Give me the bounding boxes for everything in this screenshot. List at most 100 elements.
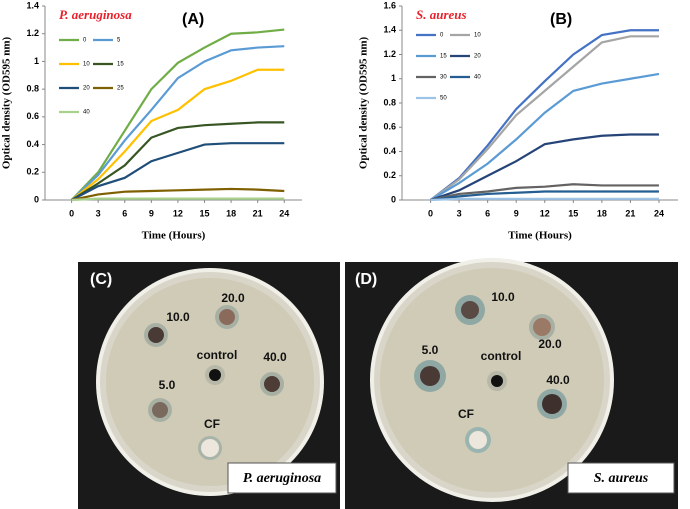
well <box>420 366 440 386</box>
y-tick-label: 1.4 <box>383 25 396 35</box>
legend-label: 10 <box>83 62 90 68</box>
x-tick-label: 18 <box>597 208 607 218</box>
well <box>533 318 551 336</box>
x-axis-title: Time (Hours) <box>508 230 572 242</box>
well-label: 10.0 <box>491 290 515 304</box>
series-line <box>430 133 659 202</box>
legend-label: 25 <box>117 86 124 92</box>
well-label: CF <box>204 417 220 431</box>
well <box>148 327 164 343</box>
series-line <box>71 187 285 202</box>
x-tick-label: 15 <box>200 208 210 218</box>
organism-label: S. aureus <box>594 471 649 486</box>
organism-label: P. aeruginosa <box>243 471 321 486</box>
legend-label: 40 <box>474 75 481 81</box>
well <box>461 301 479 319</box>
label-box <box>227 462 337 494</box>
series-line <box>430 197 659 202</box>
y-tick-label: 0.2 <box>26 167 39 177</box>
well-label: 20.0 <box>221 291 245 305</box>
legend-label: 30 <box>440 75 447 81</box>
series-line <box>430 183 659 202</box>
well-label: 5.0 <box>422 343 439 357</box>
well-label: 40.0 <box>263 350 287 364</box>
y-tick-label: 0.4 <box>26 139 39 149</box>
x-tick-label: 3 <box>457 208 462 218</box>
y-tick-label: 0.6 <box>26 111 39 121</box>
series-line <box>70 28 285 201</box>
x-tick-label: 15 <box>568 208 578 218</box>
well <box>152 402 168 418</box>
photo-c: (C) 10.0 20.0 control 40.0 5.0 CF P. aer… <box>78 262 340 509</box>
well <box>201 439 219 457</box>
y-tick-label: 1 <box>391 73 396 83</box>
y-axis-title: Optical density (OD595 nm) <box>358 37 370 170</box>
legend-label: 50 <box>440 96 447 102</box>
panel-label: (A) <box>182 11 204 28</box>
panel-label: (B) <box>550 11 572 28</box>
y-tick-label: 1.4 <box>26 0 39 10</box>
y-tick-label: 1.6 <box>383 0 396 10</box>
legend-label: 5 <box>117 38 121 44</box>
y-tick-label: 0 <box>391 194 396 204</box>
series-line <box>71 142 285 201</box>
legend-label: 20 <box>83 86 90 92</box>
y-tick-label: 0 <box>34 194 39 204</box>
x-tick-label: 3 <box>96 208 101 218</box>
well-label: 5.0 <box>159 378 176 392</box>
well <box>542 394 562 414</box>
x-tick-label: 9 <box>514 208 519 218</box>
y-tick-label: 0.2 <box>383 170 396 180</box>
well <box>209 369 221 381</box>
x-tick-label: 12 <box>540 208 550 218</box>
series-line <box>429 35 659 201</box>
well-label: control <box>197 348 238 362</box>
chart-title: S. aureus <box>416 7 467 22</box>
x-tick-label: 21 <box>253 208 263 218</box>
series-line <box>71 121 285 201</box>
well-label: CF <box>458 407 474 421</box>
series-line <box>70 68 285 201</box>
y-tick-label: 0.8 <box>26 84 39 94</box>
y-tick-label: 0.4 <box>383 146 396 156</box>
x-tick-label: 0 <box>69 208 74 218</box>
y-tick-label: 1 <box>34 56 39 66</box>
x-tick-label: 21 <box>625 208 635 218</box>
well <box>264 376 280 392</box>
well <box>219 309 235 325</box>
y-tick-label: 1.2 <box>383 49 396 59</box>
legend-label: 0 <box>440 33 444 39</box>
legend-label: 20 <box>474 54 481 60</box>
well-label: 10.0 <box>166 310 190 324</box>
legend-label: 15 <box>440 54 447 60</box>
series-line <box>429 72 660 201</box>
y-tick-label: 0.6 <box>383 122 396 132</box>
series-line <box>430 190 659 202</box>
panel-label: (C) <box>90 271 112 288</box>
x-tick-label: 12 <box>173 208 183 218</box>
x-tick-label: 0 <box>428 208 433 218</box>
legend-label: 15 <box>117 62 124 68</box>
chart-title: P. aeruginosa <box>59 7 132 22</box>
legend-label: 0 <box>83 38 87 44</box>
legend-label: 10 <box>474 33 481 39</box>
well-label: 20.0 <box>538 337 562 351</box>
panel-label: (D) <box>355 271 377 288</box>
x-tick-label: 18 <box>226 208 236 218</box>
well-label: 40.0 <box>546 373 570 387</box>
y-tick-label: 1.2 <box>26 28 39 38</box>
series-line <box>70 45 285 201</box>
label-box <box>567 462 675 494</box>
series-line <box>429 29 659 201</box>
well-label: control <box>481 349 522 363</box>
x-tick-label: 24 <box>654 208 664 218</box>
x-tick-label: 6 <box>485 208 490 218</box>
x-tick-label: 24 <box>279 208 289 218</box>
x-axis-title: Time (Hours) <box>142 230 206 242</box>
series-line <box>71 197 285 202</box>
legend-label: 40 <box>83 110 90 116</box>
x-tick-label: 6 <box>122 208 127 218</box>
y-axis-title: Optical density (OD595 nm) <box>1 37 13 170</box>
